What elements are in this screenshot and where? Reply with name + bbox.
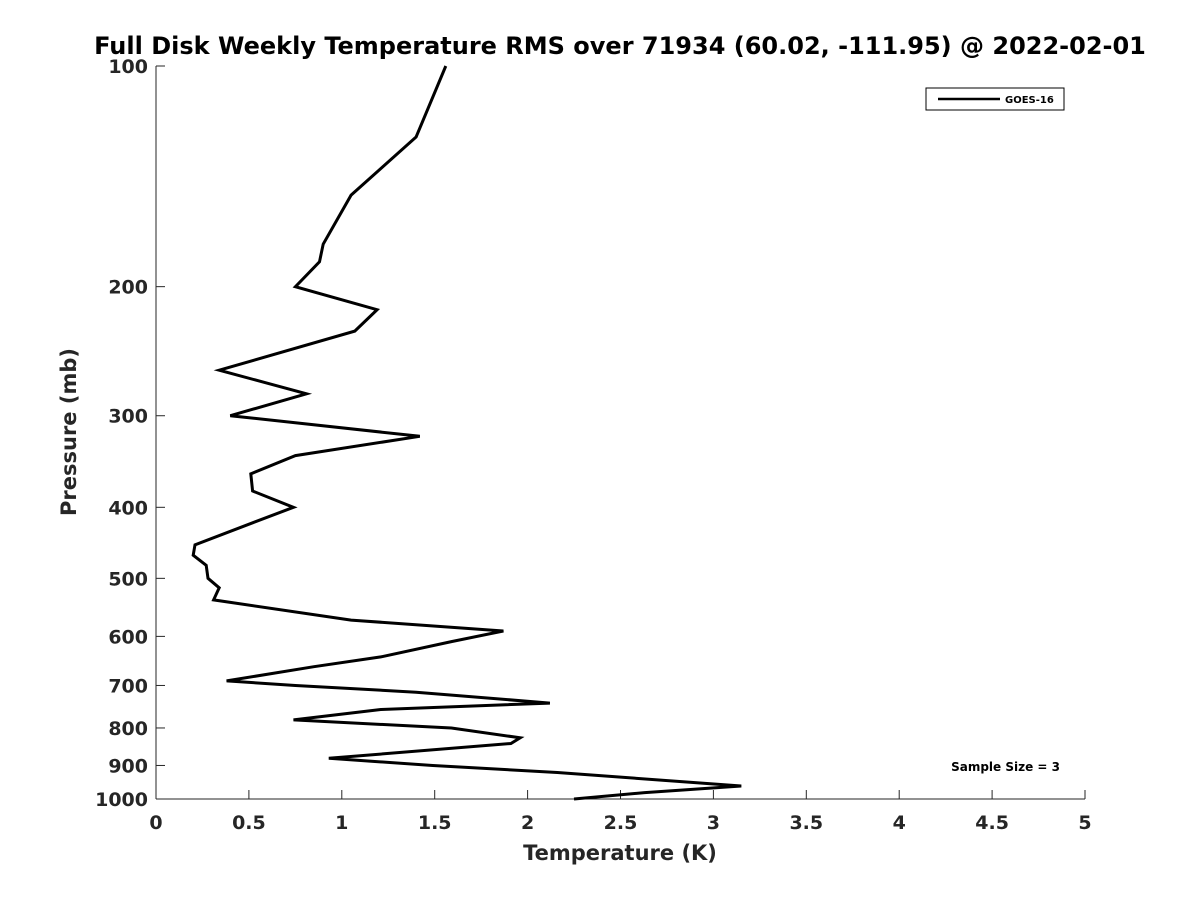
chart-title: Full Disk Weekly Temperature RMS over 71… <box>94 32 1146 60</box>
x-tick-label: 4 <box>893 812 906 834</box>
x-tick-label: 1 <box>335 812 348 834</box>
y-tick-label: 100 <box>108 56 148 78</box>
y-tick-label: 700 <box>108 675 148 697</box>
y-tick-label: 500 <box>108 568 148 590</box>
x-tick-label: 2 <box>521 812 534 834</box>
y-tick-label: 1000 <box>95 789 148 811</box>
x-axis: 0 0.5 1 1.5 2 2.5 3 3.5 4 4.5 5 <box>149 790 1092 834</box>
y-tick-label: 800 <box>108 718 148 740</box>
y-axis: 100 200 300 400 500 600 700 800 900 1000 <box>95 56 165 811</box>
legend-label-goes-16: GOES-16 <box>1005 95 1054 106</box>
y-tick-label: 600 <box>108 626 148 648</box>
x-tick-label: 3 <box>707 812 720 834</box>
series-layer <box>191 65 742 801</box>
x-tick-label: 5 <box>1078 812 1091 834</box>
series-line-goes-16 <box>191 65 742 801</box>
y-axis-label: Pressure (mb) <box>57 348 81 516</box>
y-tick-label: 900 <box>108 755 148 777</box>
y-tick-label: 400 <box>108 497 148 519</box>
x-tick-label: 1.5 <box>418 812 452 834</box>
x-tick-label: 2.5 <box>604 812 638 834</box>
x-tick-label: 0.5 <box>232 812 266 834</box>
x-tick-label: 4.5 <box>975 812 1009 834</box>
x-axis-label: Temperature (K) <box>523 841 717 865</box>
x-tick-label: 3.5 <box>789 812 823 834</box>
x-tick-label: 0 <box>149 812 162 834</box>
sample-size-annotation: Sample Size = 3 <box>951 760 1060 774</box>
y-tick-label: 200 <box>108 277 148 299</box>
legend: GOES-16 <box>925 87 1065 111</box>
y-tick-label: 300 <box>108 406 148 428</box>
